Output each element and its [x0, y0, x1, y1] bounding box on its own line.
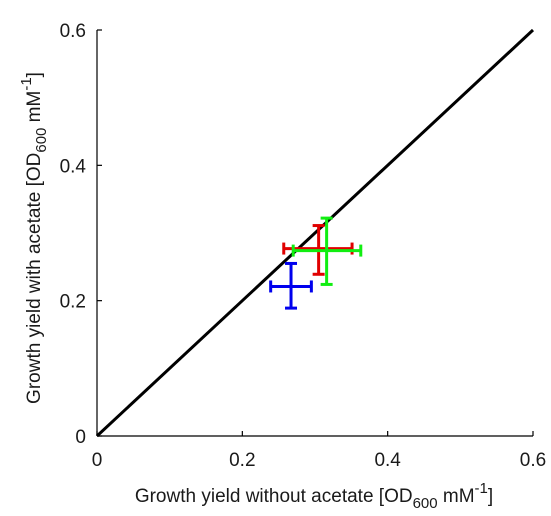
ticks: 0 0.2 0.4 0.6 0 0.2 0.4 0.6 [60, 21, 547, 471]
data-point [291, 216, 363, 286]
y-tick-label: 0.2 [60, 292, 86, 313]
x-tick-label: 0.2 [229, 450, 255, 471]
x-tick-label: 0.6 [520, 450, 546, 471]
x-tick-label: 0 [92, 450, 103, 471]
y-tick-label: 0.6 [60, 21, 86, 42]
x-tick-label: 0.4 [374, 450, 401, 471]
x-axis-label: Growth yield without acetate [OD600 mM-1… [135, 480, 493, 512]
y-tick-label: 0.4 [60, 156, 87, 177]
plot-area [95, 28, 535, 438]
y-axis-label: Growth yield with acetate [OD600 mM-1] [18, 72, 50, 404]
reference-line [95, 28, 535, 438]
y-tick-label: 0 [75, 427, 86, 448]
axes [96, 30, 533, 437]
data-point [269, 261, 313, 310]
